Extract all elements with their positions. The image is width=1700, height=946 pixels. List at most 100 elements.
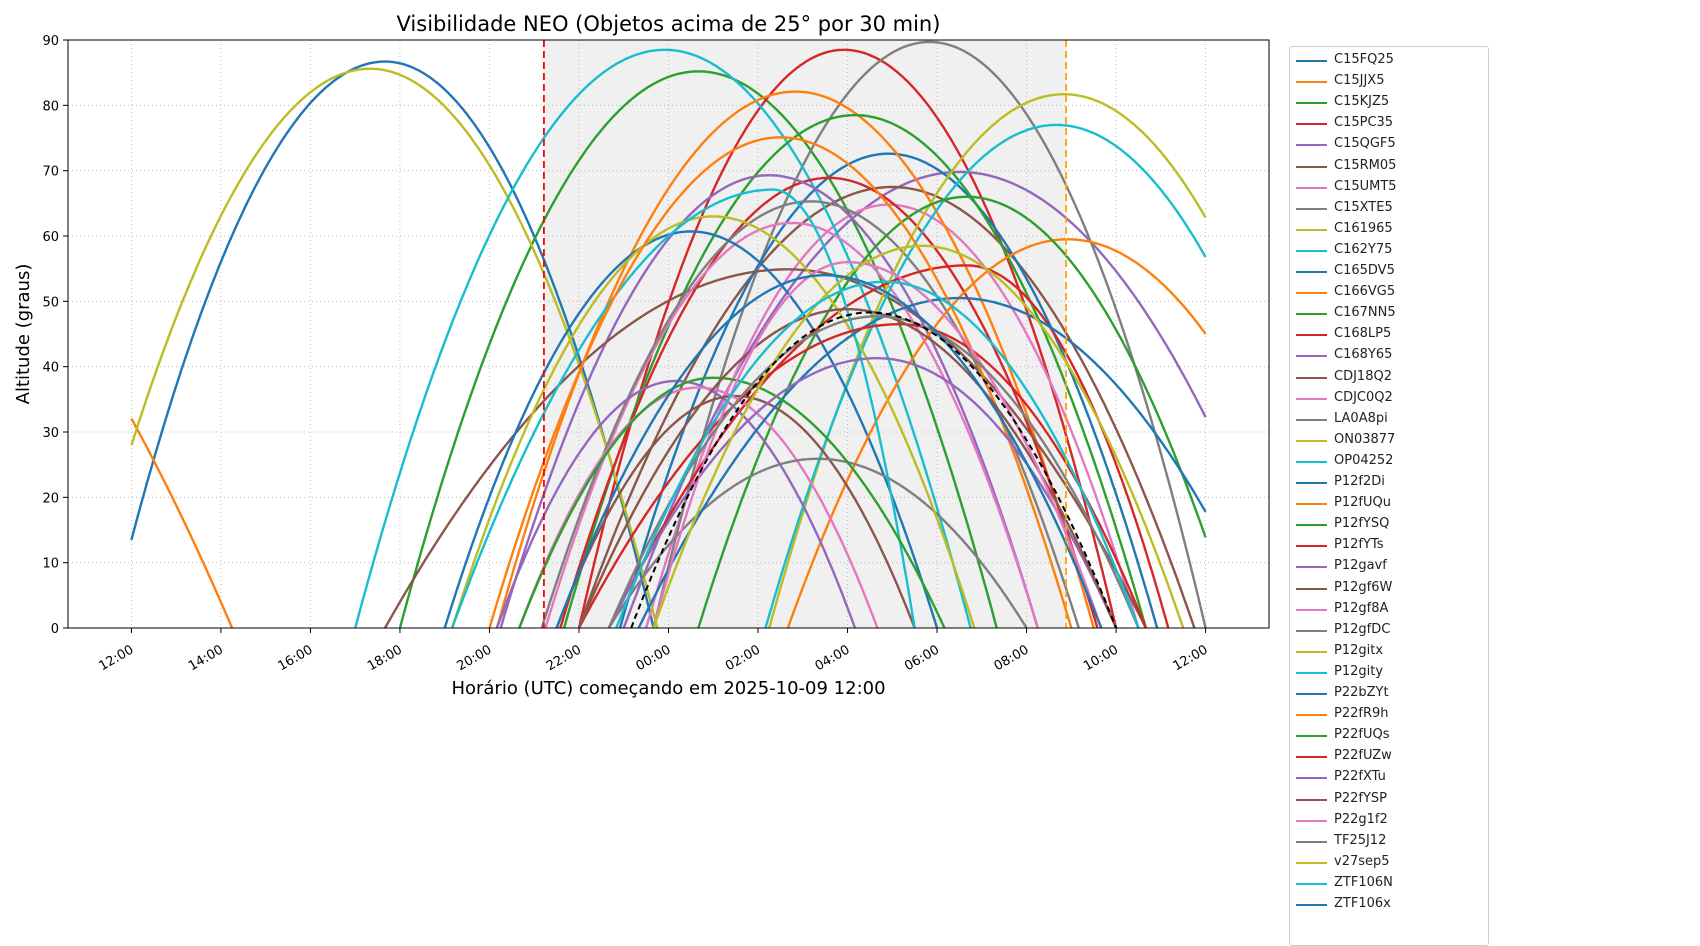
legend-swatch <box>1296 186 1327 189</box>
legend-swatch <box>1296 249 1327 252</box>
series-line-OP04252 <box>764 123 1207 629</box>
series-line-P12gavf <box>495 379 857 629</box>
legend-item-P22fXTu: P22fXTu <box>1290 768 1486 789</box>
y-tick-label: 90 <box>42 34 59 49</box>
legend-item-P22fUQs: P22fUQs <box>1290 726 1486 747</box>
legend-swatch <box>1296 334 1327 337</box>
legend-label: P22bZYt <box>1334 685 1389 700</box>
series-line-C15FQ25 <box>130 60 655 629</box>
legend-swatch <box>1296 460 1327 463</box>
series-line-P12gitx <box>451 215 976 629</box>
legend-label: P12f2Di <box>1334 474 1385 489</box>
legend-item-C15XTE5: C15XTE5 <box>1290 199 1486 220</box>
legend-label: v27sep5 <box>1334 853 1390 869</box>
legend-swatch <box>1296 102 1327 105</box>
legend-swatch <box>1296 207 1327 210</box>
legend-label: C165DV5 <box>1334 263 1395 278</box>
legend-item-P12gfDC: P12gfDC <box>1290 621 1486 642</box>
legend-swatch <box>1296 81 1327 84</box>
legend-label: C15FQ25 <box>1334 52 1394 67</box>
legend-label: C15PC35 <box>1334 115 1394 131</box>
series-line-C15XTE5 <box>652 40 1207 629</box>
legend-label: P12gfDC <box>1334 621 1391 637</box>
legend-item-CDJC0Q2: CDJC0Q2 <box>1290 389 1486 410</box>
legend-label: P12gavf <box>1334 558 1387 574</box>
legend-swatch <box>1296 397 1327 400</box>
series-line-dashed <box>630 311 1118 629</box>
legend-swatch <box>1296 545 1327 548</box>
legend-label: C168LP5 <box>1334 326 1392 342</box>
chart-title: Visibilidade NEO (Objetos acima de 25° p… <box>397 12 941 36</box>
legend-item-LA0A8pi: LA0A8pi <box>1290 410 1486 431</box>
legend-item-P12gavf: P12gavf <box>1290 557 1486 578</box>
legend-label: P22fUQs <box>1334 727 1390 743</box>
legend-item-ZTF106x: ZTF106x <box>1290 895 1486 916</box>
legend-swatch <box>1296 629 1327 632</box>
series-line-P12gfDC <box>607 457 1028 629</box>
x-tick-label: 00:00 <box>634 642 674 674</box>
legend-label: C15KJZ5 <box>1334 94 1390 110</box>
series-line-C166VG5 <box>495 90 1095 629</box>
y-tick-label: 30 <box>42 426 59 441</box>
x-axis-label: Horário (UTC) começando em 2025-10-09 12… <box>451 678 885 699</box>
legend-label: P22fUZw <box>1334 748 1392 764</box>
legend-label: C15UMT5 <box>1334 178 1397 194</box>
legend-item-P22fR9h: P22fR9h <box>1290 705 1486 726</box>
legend-label: P22fYSP <box>1334 790 1387 806</box>
legend-swatch <box>1296 123 1327 126</box>
series-line-C15PC35 <box>577 48 1118 629</box>
legend-label: P12fUQu <box>1334 495 1391 511</box>
legend-label: ON03877 <box>1334 431 1396 447</box>
legend-label: ZTF106x <box>1334 896 1391 911</box>
legend-item-v27sep5: v27sep5 <box>1290 853 1486 874</box>
legend-label: P12fYSQ <box>1334 516 1390 532</box>
legend-item-C15FQ25: C15FQ25 <box>1290 51 1486 72</box>
legend-swatch <box>1296 756 1327 759</box>
legend-label: C161965 <box>1334 220 1393 236</box>
series-line-C15JJX5 <box>130 418 234 629</box>
legend-swatch <box>1296 355 1327 358</box>
x-tick-label: 06:00 <box>902 642 942 674</box>
legend-swatch <box>1296 271 1327 273</box>
legend-item-P12gf8A: P12gf8A <box>1290 600 1486 621</box>
series-line-C15UMT5 <box>644 203 1140 629</box>
legend-swatch <box>1296 587 1327 590</box>
legend-item-C168LP5: C168LP5 <box>1290 325 1486 346</box>
legend-swatch <box>1296 144 1327 147</box>
legend-swatch <box>1296 882 1327 885</box>
x-tick-label: 12:00 <box>96 642 136 674</box>
series-line-P22bZYt <box>637 296 1207 629</box>
legend-swatch <box>1296 650 1327 653</box>
y-tick-label: 70 <box>42 165 59 180</box>
legend-item-P22bZYt: P22bZYt <box>1290 684 1486 705</box>
legend-item-P22fUZw: P22fUZw <box>1290 747 1486 768</box>
x-tick-label: 12:00 <box>1171 642 1211 674</box>
legend-label: ZTF106N <box>1334 874 1393 890</box>
series-line-P12gity <box>451 188 916 629</box>
series-line-ZTF106N <box>615 280 1140 629</box>
legend-swatch <box>1296 861 1327 864</box>
legend-swatch <box>1296 313 1327 316</box>
legend-item-C167NN5: C167NN5 <box>1290 304 1486 325</box>
legend-swatch <box>1296 482 1327 484</box>
y-tick-label: 10 <box>42 557 59 572</box>
legend-label: C167NN5 <box>1334 305 1396 321</box>
legend-swatch <box>1296 376 1327 379</box>
legend-label: CDJ18Q2 <box>1334 368 1392 384</box>
legend-swatch <box>1296 524 1327 527</box>
legend-label: P12fYTs <box>1334 537 1384 553</box>
series-line-P22fUZw <box>577 323 1148 629</box>
x-tick-label: 16:00 <box>275 642 315 674</box>
legend-item-P12gitx: P12gitx <box>1290 642 1486 663</box>
series-line-P12fUQu <box>786 238 1207 629</box>
legend-label: C162Y75 <box>1334 241 1393 257</box>
legend-item-C168Y65: C168Y65 <box>1290 346 1486 367</box>
legend-swatch <box>1296 840 1327 843</box>
series-line-CDJ18Q2 <box>383 268 1147 629</box>
x-tick-label: 04:00 <box>813 642 853 674</box>
x-tick-label: 02:00 <box>723 642 763 674</box>
legend-item-C15JJX5: C15JJX5 <box>1290 72 1486 93</box>
legend-swatch <box>1296 735 1327 738</box>
legend-item-ON03877: ON03877 <box>1290 431 1486 452</box>
legend-swatch <box>1296 439 1327 442</box>
